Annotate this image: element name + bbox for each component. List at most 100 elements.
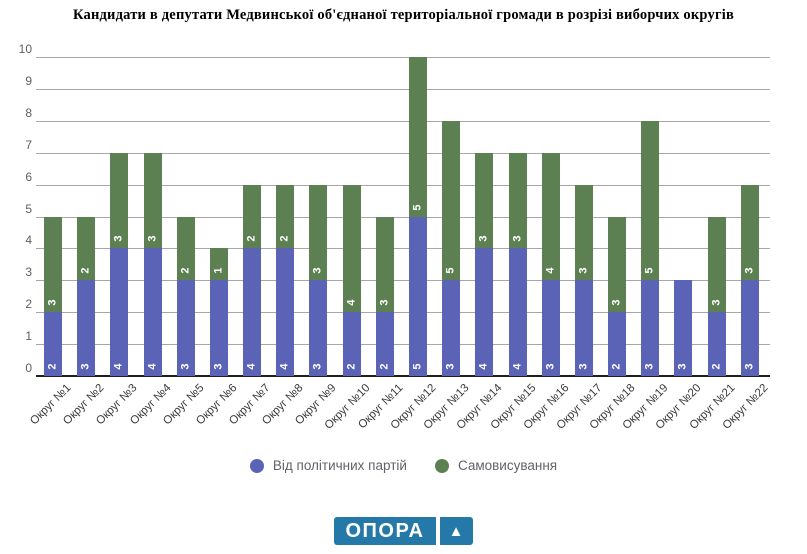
bar-value-label: 4	[544, 267, 557, 274]
legend-dot-parties-icon	[249, 458, 264, 473]
bar-value-label: 4	[245, 363, 258, 370]
bar-segment-parties[interactable]: 2	[608, 312, 627, 376]
gridline	[36, 248, 770, 250]
opora-logo-triangle-icon: ▲	[439, 517, 473, 545]
bar-value-label: 2	[345, 363, 358, 370]
bar-segment-self-nomination[interactable]: 3	[608, 216, 627, 313]
bar-segment-parties[interactable]: 2	[375, 312, 394, 376]
bar-segment-self-nomination[interactable]: 3	[707, 216, 726, 313]
bar-segment-self-nomination[interactable]: 4	[541, 152, 560, 281]
bar-segment-parties[interactable]: 3	[442, 280, 461, 376]
bar-value-label: 4	[477, 363, 490, 370]
bar-value-label: 5	[411, 363, 424, 370]
bar-segment-parties[interactable]: 3	[209, 280, 228, 376]
gridline	[36, 312, 770, 314]
y-axis-tick-label: 9	[25, 73, 32, 88]
bar-segment-parties[interactable]: 2	[707, 312, 726, 376]
y-axis-tick-label: 10	[18, 42, 32, 56]
y-axis-tick-label: 0	[25, 361, 32, 375]
bar-segment-self-nomination[interactable]: 3	[574, 184, 593, 281]
bar-value-label: 3	[112, 235, 125, 242]
bar-segment-parties[interactable]: 5	[408, 216, 427, 376]
bar-segment-parties[interactable]: 4	[475, 248, 494, 376]
bar-segment-self-nomination[interactable]: 3	[740, 184, 759, 281]
bar-segment-parties[interactable]: 4	[143, 248, 162, 376]
bar-segment-self-nomination[interactable]: 3	[475, 152, 494, 249]
bar-segment-parties[interactable]: 4	[110, 248, 129, 376]
y-axis-tick-label: 4	[25, 233, 32, 248]
bar-segment-parties[interactable]: 2	[44, 312, 62, 376]
bar-value-label: 4	[146, 363, 159, 370]
bar-segment-parties[interactable]: 3	[77, 280, 96, 376]
bar-segment-self-nomination[interactable]: 2	[77, 216, 96, 281]
legend-dot-self-nomination-icon	[434, 458, 449, 473]
bar-segment-self-nomination[interactable]: 5	[442, 120, 461, 281]
gridline	[36, 184, 770, 186]
bar-value-label: 4	[112, 363, 125, 370]
bar-segment-parties[interactable]: 4	[508, 248, 527, 376]
opora-logo-text: ОПОРА	[334, 517, 436, 545]
bar-segment-self-nomination[interactable]: 3	[143, 152, 162, 249]
chart-title: Кандидати в депутати Медвинської об'єдна…	[72, 7, 734, 23]
bar-segment-self-nomination[interactable]: 2	[276, 184, 295, 249]
bar-segment-self-nomination[interactable]: 3	[44, 216, 62, 313]
gridline	[36, 280, 770, 282]
bar-segment-self-nomination[interactable]: 3	[309, 184, 328, 281]
bar-segment-self-nomination[interactable]: 5	[408, 57, 427, 217]
bar-segment-parties[interactable]: 3	[309, 280, 328, 376]
bar-segment-parties[interactable]: 3	[176, 280, 195, 376]
bar-segment-parties[interactable]: 4	[276, 248, 295, 376]
bar-value-label: 3	[577, 363, 590, 370]
x-axis-category-label: Округ №22	[720, 382, 771, 432]
bar-group: 3	[674, 57, 693, 376]
bar-value-label: 1	[212, 267, 225, 274]
y-axis-tick-label: 8	[25, 105, 32, 120]
y-axis-tick-label: 5	[25, 201, 32, 216]
legend-label-self-nomination: Самовисування	[457, 458, 558, 473]
bar-segment-self-nomination[interactable]: 2	[243, 184, 262, 249]
bar-segment-parties[interactable]: 2	[342, 312, 361, 376]
bar-value-label: 2	[710, 363, 723, 370]
bar-segment-parties[interactable]: 3	[740, 280, 759, 376]
bar-segment-parties[interactable]: 3	[641, 280, 660, 376]
bar-segment-self-nomination[interactable]: 3	[110, 152, 129, 249]
bar-segment-self-nomination[interactable]: 1	[209, 248, 228, 281]
bar-segment-parties[interactable]: 3	[674, 280, 693, 376]
bar-segment-self-nomination[interactable]: 5	[641, 120, 660, 281]
bar-segment-self-nomination[interactable]: 4	[342, 184, 361, 313]
gridline	[36, 57, 770, 58]
gridline	[36, 88, 770, 90]
bar-segment-self-nomination[interactable]: 3	[375, 216, 394, 313]
bar-value-label: 4	[511, 363, 524, 370]
bar-segment-parties[interactable]: 4	[243, 248, 262, 376]
bar-segment-parties[interactable]: 3	[541, 280, 560, 376]
bar-value-label: 3	[212, 363, 225, 370]
bar-value-label: 2	[245, 235, 258, 242]
bar-value-label: 3	[378, 299, 391, 306]
bar-segment-self-nomination[interactable]: 3	[508, 152, 527, 249]
bar-value-label: 4	[278, 363, 291, 370]
bar-segment-parties[interactable]: 3	[574, 280, 593, 376]
legend-item-parties: Від політичних партій	[249, 458, 407, 473]
bar-value-label: 2	[278, 235, 291, 242]
gridline	[36, 216, 770, 218]
bar-value-label: 3	[311, 363, 324, 370]
legend-label-parties: Від політичних партій	[272, 458, 407, 473]
x-axis-baseline	[36, 375, 770, 377]
bar-segment-self-nomination[interactable]: 2	[176, 216, 195, 281]
y-axis-tick-label: 6	[25, 169, 32, 184]
